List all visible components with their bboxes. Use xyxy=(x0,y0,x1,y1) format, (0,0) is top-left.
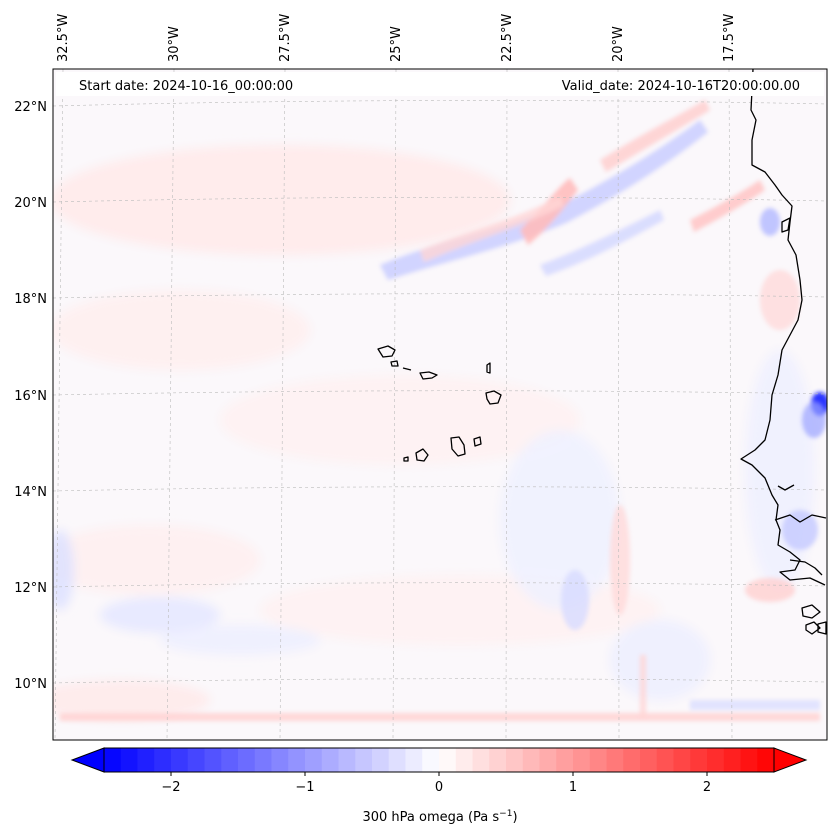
colorbar-bin xyxy=(204,748,222,772)
start-date-label: Start date: 2024-10-16_00:00:00 xyxy=(79,79,293,94)
colorbar-bin xyxy=(589,748,608,772)
colorbar-bin xyxy=(690,748,708,772)
colorbar-bin xyxy=(305,748,323,772)
lon-label: 27.5°W xyxy=(278,14,293,62)
colorbar-bin xyxy=(238,748,256,772)
colorbar-extend-max xyxy=(773,747,808,773)
colorbar-label-exponent: −1 xyxy=(499,809,512,819)
colorbar-bin xyxy=(439,748,457,772)
lon-label: 17.5°W xyxy=(722,14,737,62)
colorbar-bin xyxy=(254,748,273,772)
colorbar-bin xyxy=(723,748,742,772)
lon-label: 22.5°W xyxy=(500,14,515,62)
colorbar-bin xyxy=(556,748,574,772)
colorbar-bins xyxy=(104,748,775,772)
omega-field xyxy=(53,100,827,721)
colorbar-bin xyxy=(355,748,373,772)
colorbar-tick-label: 0 xyxy=(435,780,443,795)
colorbar-bin xyxy=(506,748,524,772)
header-strip xyxy=(56,72,824,96)
colorbar-bin xyxy=(171,748,189,772)
colorbar-bin xyxy=(455,748,474,772)
colorbar-bin xyxy=(288,748,306,772)
colorbar-bin xyxy=(338,748,356,772)
colorbar-bin xyxy=(104,748,122,772)
senegal-detail-coastline xyxy=(774,217,827,635)
map-panel: Start date: 2024-10-16_00:00:00 Valid_da… xyxy=(52,68,828,741)
colorbar-tick-label: 1 xyxy=(569,780,577,795)
colorbar-ticks: −2 −1 0 1 2 xyxy=(161,772,711,795)
valid-date-label: Valid_date: 2024-10-16T20:00:00.00 xyxy=(562,79,800,94)
colorbar-bin xyxy=(740,748,758,772)
colorbar-bin xyxy=(606,748,624,772)
lat-labels: 22°N 20°N 18°N 16°N 14°N 12°N 10°N xyxy=(14,100,47,692)
colorbar-bin xyxy=(120,748,139,772)
colorbar-bin xyxy=(539,748,557,772)
colorbar-tick-label: 2 xyxy=(703,780,711,795)
map-frame xyxy=(52,68,828,741)
colorbar-tick-label: −2 xyxy=(161,780,180,795)
colorbar-label-close: ) xyxy=(512,810,517,825)
colorbar-label: 300 hPa omega (Pa s−1) xyxy=(362,809,517,825)
colorbar-bin xyxy=(522,748,541,772)
colorbar-bin xyxy=(623,748,641,772)
colorbar-bin xyxy=(472,748,490,772)
colorbar-bin xyxy=(388,748,407,772)
colorbar-bin xyxy=(656,748,675,772)
lat-label: 20°N xyxy=(14,196,47,211)
colorbar-bin xyxy=(422,748,440,772)
lat-label: 22°N xyxy=(14,100,47,115)
lon-label: 30°W xyxy=(167,26,182,62)
colorbar-bin xyxy=(673,748,691,772)
colorbar-bin xyxy=(573,748,591,772)
lon-label: 20°W xyxy=(611,26,626,62)
lat-label: 12°N xyxy=(14,581,47,596)
colorbar-bin xyxy=(154,748,172,772)
cape-verde-coastline xyxy=(377,345,502,462)
lon-label: 25°W xyxy=(389,26,404,62)
africa-coastline xyxy=(740,69,826,586)
colorbar-bin xyxy=(372,748,390,772)
colorbar-bin xyxy=(221,748,239,772)
graticule xyxy=(53,69,827,740)
colorbar-bin xyxy=(405,748,423,772)
colorbar-bin xyxy=(187,748,206,772)
colorbar: −2 −1 0 1 2 300 hPa omega (Pa s−1) xyxy=(70,747,808,825)
colorbar-bin xyxy=(271,748,289,772)
lat-label: 16°N xyxy=(14,389,47,404)
lat-label: 14°N xyxy=(14,485,47,500)
lat-label: 10°N xyxy=(14,677,47,692)
colorbar-bin xyxy=(707,748,725,772)
lon-labels: 32.5°W 30°W 27.5°W 25°W 22.5°W 20°W 17.5… xyxy=(56,14,737,62)
colorbar-bin xyxy=(757,748,775,772)
colorbar-bin xyxy=(640,748,658,772)
colorbar-bin xyxy=(489,748,507,772)
colorbar-tick-label: −1 xyxy=(295,780,314,795)
lon-label: 32.5°W xyxy=(56,14,71,62)
coastlines xyxy=(377,69,827,635)
lat-label: 18°N xyxy=(14,292,47,307)
colorbar-extend-min xyxy=(70,747,105,773)
colorbar-bin xyxy=(321,748,340,772)
colorbar-label-main: 300 hPa omega (Pa s xyxy=(362,810,499,825)
colorbar-bin xyxy=(137,748,155,772)
